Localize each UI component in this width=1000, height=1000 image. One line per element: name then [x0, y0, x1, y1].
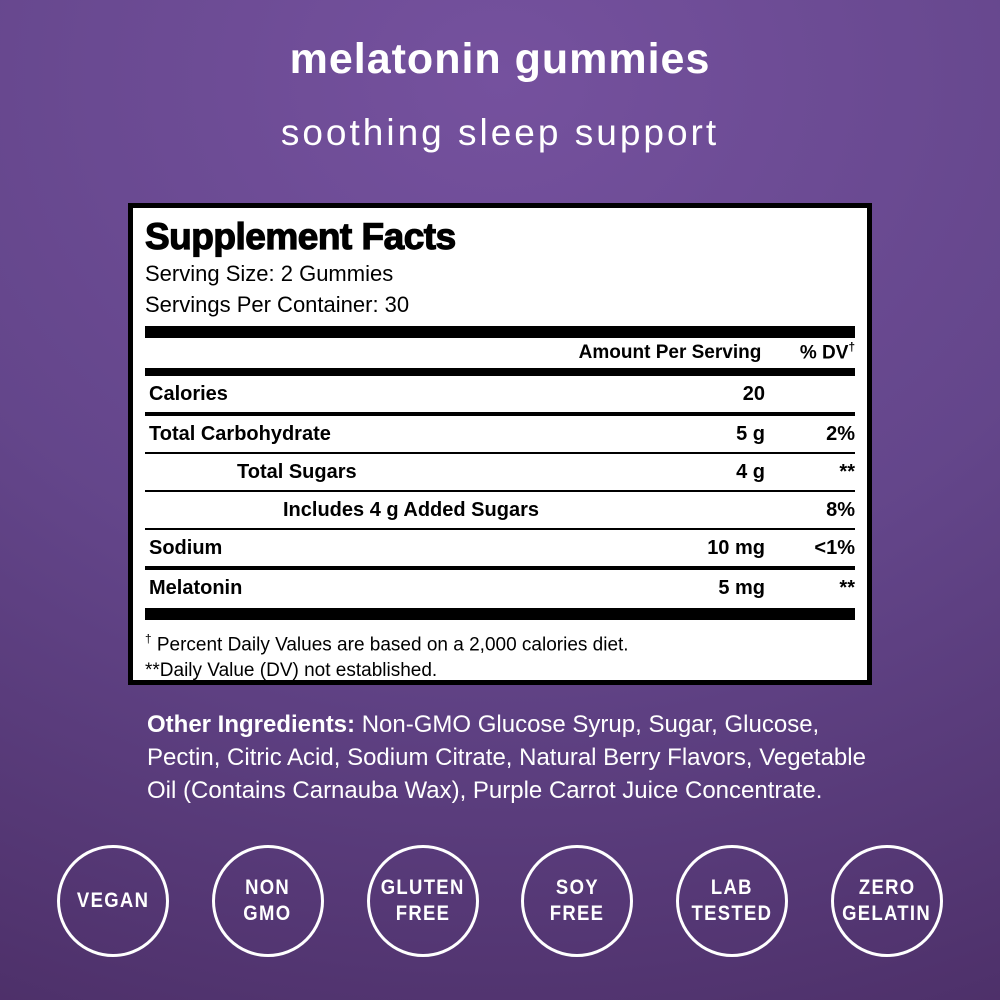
badge-line: GELATIN	[842, 902, 932, 925]
badge-vegan: VEGAN	[57, 845, 169, 957]
divider-thick-bottom	[145, 608, 855, 620]
nutrient-amount: 5 g	[736, 422, 765, 445]
nutrient-amount: 20	[742, 382, 765, 405]
badge-non-gmo: NON GMO	[211, 845, 324, 957]
nutrient-amount: 10 mg	[707, 536, 765, 559]
facts-row-total-sugars: Total Sugars 4 g **	[145, 454, 855, 490]
column-header-dv: % DV†	[765, 341, 855, 364]
nutrient-name: Total Sugars	[237, 460, 357, 483]
footnote-dv-not-established: **Daily Value (DV) not established.	[145, 658, 855, 684]
row-divider	[145, 490, 855, 492]
facts-column-headers: Amount Per Serving % DV†	[145, 338, 855, 368]
product-title: melatonin gummies	[289, 35, 711, 83]
badge-line: TESTED	[691, 902, 773, 925]
nutrient-amount: 4 g	[736, 460, 765, 483]
badge-line: GMO	[243, 902, 292, 925]
dagger-marker: †	[145, 633, 152, 646]
nutrient-dv: 2%	[826, 422, 855, 445]
facts-row-sodium: Sodium 10 mg <1%	[145, 530, 855, 566]
facts-row-total-carbohydrate: Total Carbohydrate 5 g 2%	[145, 416, 855, 452]
badge-line: VEGAN	[76, 889, 150, 913]
servings-per-container: Servings Per Container: 30	[145, 292, 410, 317]
row-divider	[145, 412, 855, 416]
nutrient-name: Includes 4 g Added Sugars	[283, 498, 539, 521]
nutrient-name: Calories	[149, 382, 228, 405]
feature-badges: VEGAN NON GMO GLUTEN FREE SOY FREE LAB T…	[57, 845, 943, 957]
divider-thick-top	[145, 326, 855, 338]
other-ingredients-text: Non-GMO Glucose Syrup, Sugar, Glucose, P…	[147, 711, 866, 804]
divider-header	[145, 368, 855, 376]
nutrient-amount: 5 mg	[718, 576, 765, 599]
supplement-facts-panel: Supplement Facts Serving Size: 2 Gummies…	[128, 203, 872, 685]
other-ingredients-label: Other Ingredients:	[147, 711, 356, 738]
nutrient-dv: **	[839, 460, 855, 483]
serving-size: Serving Size: 2 Gummies	[145, 261, 394, 286]
badge-line: SOY	[555, 876, 599, 900]
badge-lab-tested: LAB TESTED	[676, 845, 789, 957]
nutrient-dv: <1%	[814, 536, 855, 559]
other-ingredients: Other Ingredients: Non-GMO Glucose Syrup…	[147, 708, 874, 807]
badge-soy-free: SOY FREE	[521, 845, 634, 957]
column-header-amount: Amount Per Serving	[578, 342, 762, 363]
footnote-text: Daily Value (DV) not established.	[159, 660, 438, 682]
facts-row-added-sugars: Includes 4 g Added Sugars 8%	[145, 492, 855, 528]
badge-line: GLUTEN	[380, 876, 465, 900]
nutrient-dv: 8%	[826, 498, 855, 521]
badge-line: FREE	[395, 902, 450, 925]
nutrient-dv: **	[839, 576, 855, 599]
product-subtitle: soothing sleep support	[280, 112, 720, 153]
facts-row-calories: Calories 20	[145, 376, 855, 412]
badge-gluten-free: GLUTEN FREE	[366, 845, 479, 957]
nutrient-name: Sodium	[149, 536, 223, 559]
footnote-text: Percent Daily Values are based on a 2,00…	[151, 634, 629, 656]
badge-line: LAB	[711, 876, 754, 900]
badge-line: ZERO	[858, 876, 916, 900]
asterisk-marker: **	[145, 660, 160, 682]
badge-line: FREE	[550, 902, 605, 925]
row-divider	[145, 528, 855, 530]
dv-label: % DV	[799, 342, 849, 364]
supplement-facts-title: Supplement Facts	[144, 215, 456, 257]
row-divider	[145, 566, 855, 570]
badge-zero-gelatin: ZERO GELATIN	[830, 845, 943, 957]
nutrient-name: Total Carbohydrate	[149, 422, 331, 445]
row-divider	[145, 452, 855, 454]
footnote-daily-values: † Percent Daily Values are based on a 2,…	[145, 627, 855, 658]
facts-row-melatonin: Melatonin 5 mg **	[145, 570, 855, 606]
dv-dagger: †	[848, 341, 855, 355]
badge-line: NON	[245, 876, 291, 900]
nutrient-name: Melatonin	[149, 576, 243, 599]
